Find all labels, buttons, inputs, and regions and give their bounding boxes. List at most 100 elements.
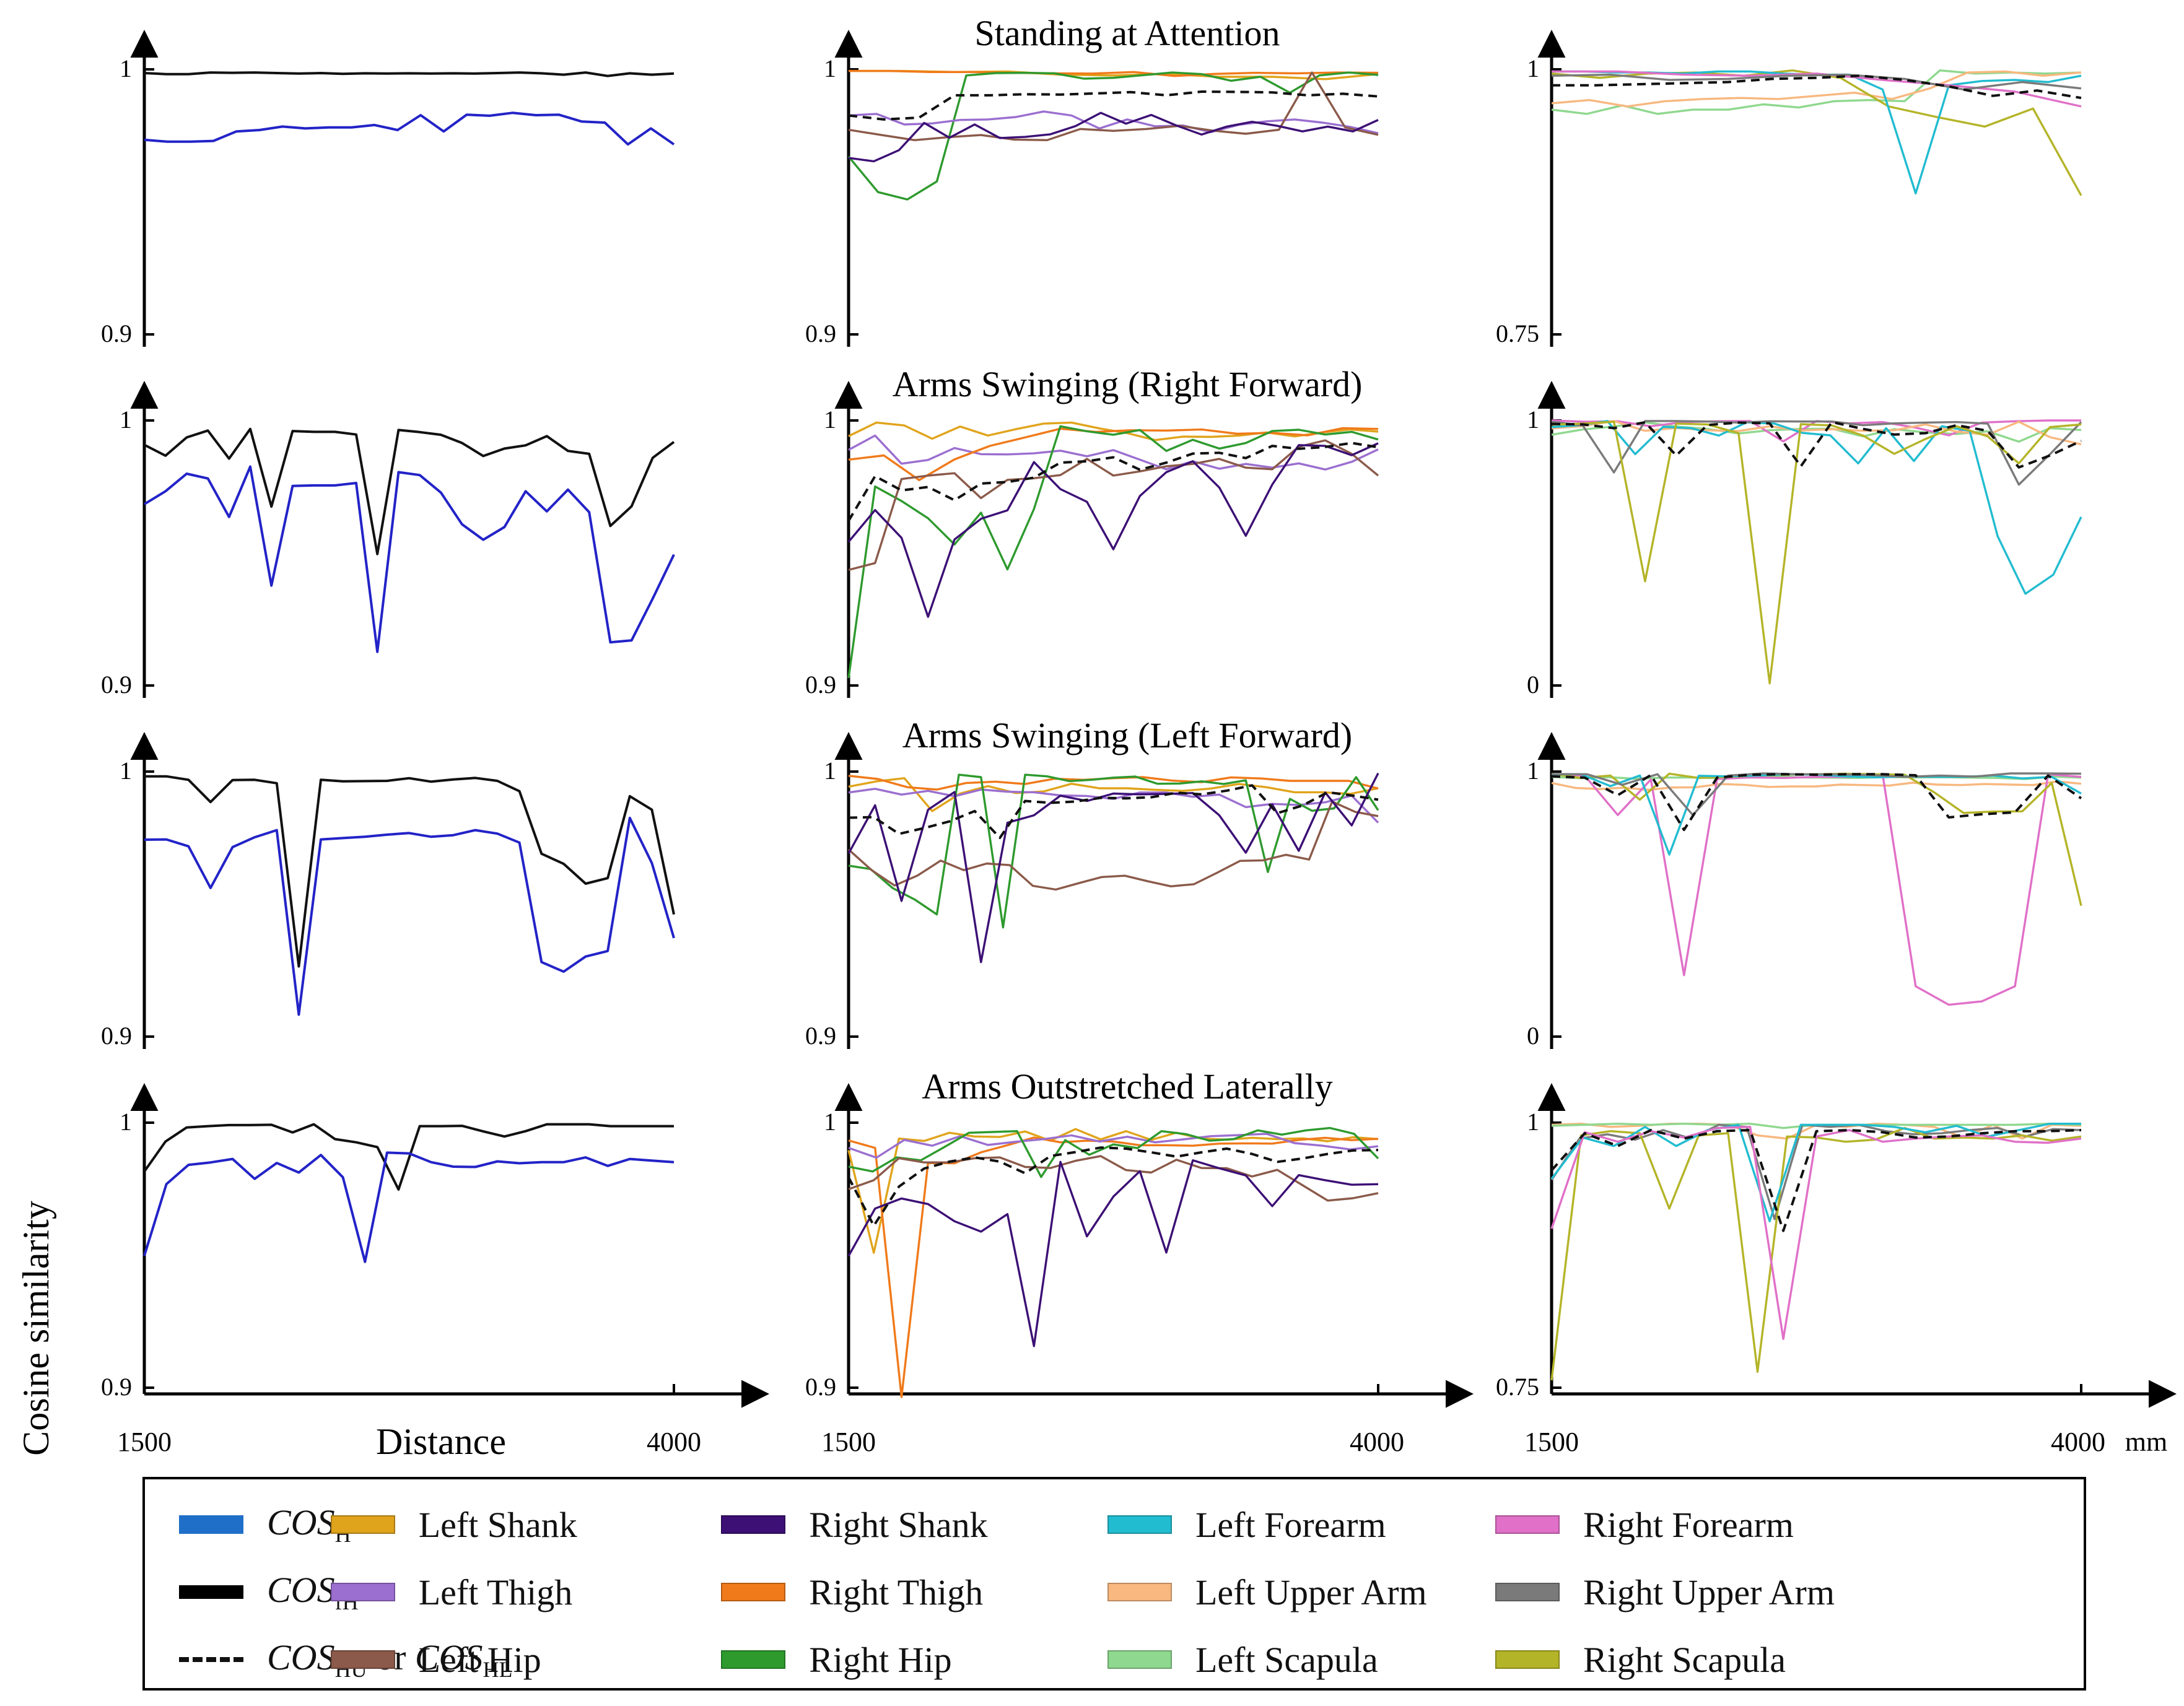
- series-10-left-shank: [847, 1128, 1379, 1254]
- series-1-left-thigh: [848, 110, 1379, 134]
- series-1-left-hip: [848, 71, 1379, 142]
- series-5-dashed: [1551, 420, 2082, 469]
- series-2-left-upper-arm: [1551, 70, 2082, 108]
- series-7-left-hip: [847, 800, 1379, 891]
- series-11-right-upper-arm: [1550, 1123, 2082, 1221]
- y-tick-label-bottom-8: 0: [1527, 1022, 1539, 1050]
- legend-swatch-left-upper-arm: [1107, 1583, 1172, 1601]
- legend-swatch-left-hip: [330, 1650, 395, 1669]
- y-tick-label-bottom-9: 0.9: [101, 1373, 132, 1401]
- series-1-dashed: [848, 90, 1379, 121]
- series-8-left-upper-arm: [1551, 780, 2082, 791]
- series-2-right-upper-arm: [1551, 73, 2082, 91]
- x-tick-1500-col0: 1500: [117, 1427, 172, 1457]
- series-2-dashed: [1552, 74, 2082, 100]
- series-4-right-shank: [847, 442, 1379, 618]
- y-tick-label-bottom-4: 0.9: [805, 671, 836, 699]
- legend-item-right-hip: Right Hip: [721, 1638, 952, 1681]
- legend-swatch-left-shank: [330, 1515, 395, 1534]
- series-11-right-scapula: [1550, 1126, 2082, 1381]
- series-7-right-shank: [847, 772, 1379, 964]
- legend-label-cos-hu-hl: COSHU or COSHL: [267, 1637, 513, 1682]
- legend-label-right-shank: Right Shank: [809, 1504, 988, 1545]
- legend-item-left-upper-arm: Left Upper Arm: [1107, 1570, 1427, 1614]
- series-9-cos-fh: [143, 1123, 674, 1191]
- legend-label-right-upper-arm: Right Upper Arm: [1583, 1572, 1835, 1612]
- y-tick-label-bottom-3: 0.9: [101, 671, 132, 699]
- legend-item-right-shank: Right Shank: [721, 1503, 988, 1546]
- legend-label-right-forearm: Right Forearm: [1583, 1504, 1794, 1545]
- legend-item-right-forearm: Right Forearm: [1495, 1503, 1794, 1546]
- legend-label-right-hip: Right Hip: [809, 1639, 952, 1680]
- y-tick-label-top-4: 1: [824, 406, 836, 433]
- x-tick-1500-col2: 1500: [1524, 1427, 1579, 1457]
- series-11-left-forearm: [1550, 1122, 2081, 1222]
- y-tick-label-bottom-5: 0: [1527, 671, 1539, 699]
- y-tick-label-top-5: 1: [1527, 406, 1539, 433]
- row-title-0: Standing at Attention: [975, 13, 1280, 53]
- series-4-right-thigh: [848, 427, 1379, 481]
- x-tick-4000-col1: 4000: [1350, 1427, 1404, 1457]
- y-tick-label-bottom-1: 0.9: [805, 320, 836, 347]
- series-5-right-upper-arm: [1551, 420, 2082, 486]
- row-title-1: Arms Swinging (Right Forward): [893, 364, 1363, 404]
- legend-item-right-upper-arm: Right Upper Arm: [1495, 1570, 1835, 1614]
- series-1-right-shank: [848, 111, 1379, 163]
- y-tick-label-top-7: 1: [824, 757, 836, 785]
- series-0-cos-fh: [144, 71, 675, 77]
- row-title-3: Arms Outstretched Laterally: [922, 1066, 1333, 1107]
- legend-swatch-dashed: [179, 1657, 243, 1662]
- legend-item-right-thigh: Right Thigh: [721, 1570, 983, 1614]
- legend-item-left-shank: Left Shank: [330, 1503, 577, 1546]
- legend-swatch-right-hip: [721, 1650, 786, 1669]
- x-axis-label: Distance: [376, 1421, 506, 1462]
- series-3-cos-fh: [144, 427, 675, 555]
- series-6-cos-fh: [144, 775, 675, 968]
- y-tick-label-top-3: 1: [120, 406, 132, 433]
- series-4-right-hip: [847, 425, 1379, 679]
- legend-label-left-shank: Left Shank: [418, 1504, 577, 1545]
- legend-item-left-forearm: Left Forearm: [1107, 1503, 1386, 1546]
- legend-swatch-cos-fh: [179, 1585, 243, 1599]
- y-tick-label-top-1: 1: [824, 54, 836, 82]
- series-8-right-scapula: [1551, 772, 2082, 906]
- series-2-right-scapula: [1551, 69, 2082, 196]
- series-2-right-forearm: [1552, 70, 2082, 108]
- series-7-right-hip: [848, 773, 1379, 929]
- y-tick-label-bottom-11: 0.75: [1496, 1373, 1539, 1401]
- y-tick-label-bottom-6: 0.9: [101, 1022, 132, 1050]
- legend-swatch-right-forearm: [1495, 1515, 1560, 1534]
- series-6-cos-h: [144, 816, 675, 1016]
- legend-label-right-thigh: Right Thigh: [809, 1572, 984, 1612]
- legend-item-cos-h: COSH: [179, 1502, 351, 1547]
- series-11-right-forearm: [1550, 1126, 2082, 1340]
- series-10-right-shank: [847, 1159, 1379, 1347]
- legend-swatch-right-shank: [721, 1515, 786, 1534]
- legend-label-left-forearm: Left Forearm: [1195, 1504, 1386, 1545]
- y-tick-label-bottom-2: 0.75: [1496, 320, 1539, 347]
- legend-swatch-cos-h: [179, 1515, 243, 1534]
- y-tick-label-top-11: 1: [1527, 1108, 1539, 1136]
- series-10-left-hip: [848, 1155, 1379, 1202]
- legend-item-right-scapula: Right Scapula: [1495, 1638, 1786, 1681]
- series-8-right-forearm: [1551, 773, 2082, 1006]
- y-tick-label-top-6: 1: [120, 757, 132, 785]
- series-4-left-hip: [848, 439, 1379, 572]
- legend-item-left-thigh: Left Thigh: [330, 1570, 572, 1614]
- y-tick-label-bottom-10: 0.9: [805, 1373, 836, 1401]
- legend-label-left-scapula: Left Scapula: [1195, 1639, 1378, 1680]
- y-tick-label-top-0: 1: [120, 54, 132, 82]
- legend-label-left-upper-arm: Left Upper Arm: [1195, 1572, 1427, 1612]
- x-tick-1500-col1: 1500: [821, 1427, 876, 1457]
- series-0-cos-h: [144, 111, 675, 146]
- y-tick-label-top-10: 1: [824, 1108, 836, 1136]
- legend-swatch-left-forearm: [1107, 1515, 1172, 1534]
- y-tick-label-top-2: 1: [1527, 54, 1539, 82]
- legend-item-left-scapula: Left Scapula: [1107, 1638, 1378, 1681]
- legend-label-left-hip: Left Hip: [418, 1639, 541, 1680]
- legend: COSH COSfH COSHU or COSHL Left ShankLeft…: [142, 1477, 2086, 1691]
- series-10-dashed: [847, 1146, 1379, 1227]
- series-7-left-shank: [848, 777, 1379, 812]
- legend-swatch-right-thigh: [721, 1583, 786, 1601]
